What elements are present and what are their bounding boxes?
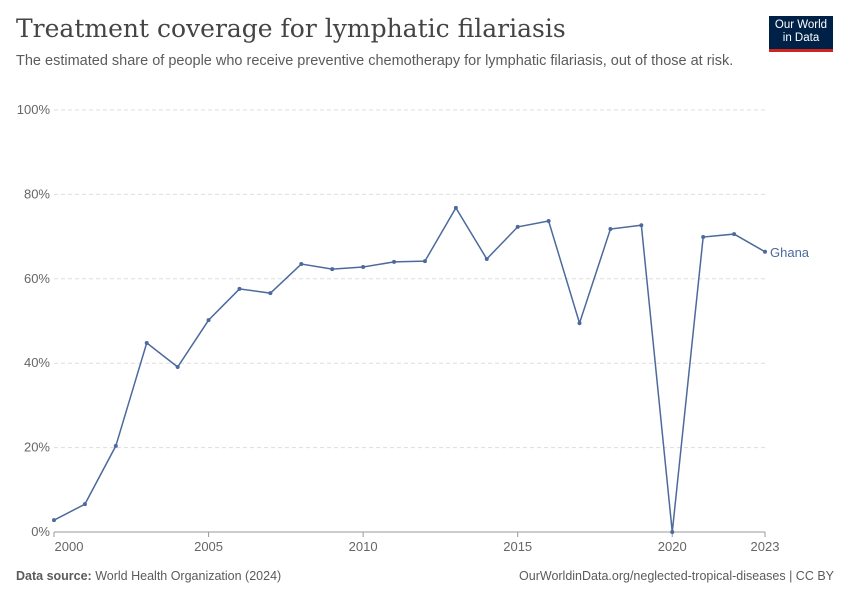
data-point [82, 502, 87, 507]
data-point [763, 249, 767, 254]
x-tick-label: 2023 [751, 539, 780, 554]
data-point [113, 443, 118, 448]
x-tick-label: 2010 [349, 539, 378, 554]
x-tick-label: 2020 [658, 539, 687, 554]
data-point [701, 235, 706, 240]
data-point [732, 232, 737, 237]
data-point [144, 340, 149, 345]
data-point [361, 264, 366, 269]
data-point [52, 518, 56, 523]
series-label: Ghana [770, 245, 810, 260]
data-source: Data source: World Health Organization (… [16, 569, 282, 583]
x-tick-label: 2015 [503, 539, 532, 554]
data-point [392, 259, 397, 264]
data-point [237, 286, 242, 291]
data-point [484, 256, 489, 261]
data-point [206, 318, 211, 323]
data-point [546, 218, 551, 223]
data-point [577, 321, 582, 326]
data-point [299, 262, 304, 267]
data-point [515, 224, 520, 229]
data-point [670, 530, 675, 534]
data-point [639, 223, 644, 228]
y-tick-label: 80% [24, 186, 50, 201]
data-point [422, 259, 427, 264]
data-point [175, 364, 180, 369]
y-tick-label: 20% [24, 440, 50, 455]
data-point [608, 227, 613, 232]
y-tick-label: 60% [24, 271, 50, 286]
data-point [330, 267, 335, 272]
chart-title: Treatment coverage for lymphatic filaria… [16, 14, 566, 43]
x-tick-label: 2005 [194, 539, 223, 554]
footer-link[interactable]: OurWorldinData.org/neglected-tropical-di… [519, 569, 834, 583]
x-tick-label: 2000 [55, 539, 84, 554]
data-point [268, 291, 273, 296]
data-point [453, 205, 458, 210]
y-tick-label: 100% [17, 102, 51, 117]
chart-subtitle: The estimated share of people who receiv… [16, 53, 734, 69]
owid-logo[interactable]: Our World in Data [769, 16, 833, 52]
y-tick-label: 40% [24, 355, 50, 370]
y-tick-label: 0% [31, 524, 50, 539]
series-line-ghana [53, 206, 766, 533]
